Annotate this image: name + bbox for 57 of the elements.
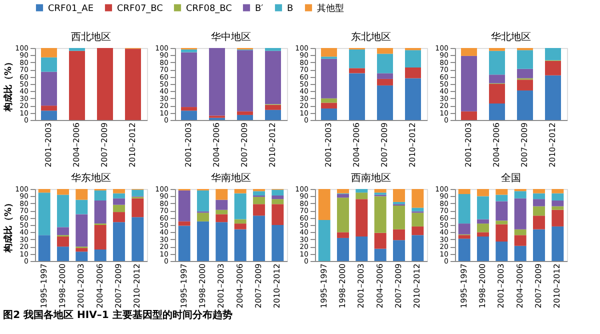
legend-label: 其他型 bbox=[317, 2, 344, 14]
x-tick-label: 2004–2006 bbox=[235, 264, 244, 308]
chart-title: 华中地区 bbox=[211, 31, 251, 43]
x-tick-label: 2007–2009 bbox=[114, 264, 123, 308]
x-tick-label: 2010–2012 bbox=[272, 264, 282, 308]
x-tick-label: 2007–2009 bbox=[240, 122, 249, 168]
chart-title: 华东地区 bbox=[71, 172, 111, 184]
chart-title: 全国 bbox=[501, 172, 521, 184]
caption: 图2 我国各地区 HIV–1 主要基因型的时间分布趋势 bbox=[3, 309, 232, 322]
x-tick-label: 2004–2006 bbox=[212, 122, 221, 168]
x-tick-label: 2001–2003 bbox=[464, 122, 473, 168]
x-tick-label: 2004–2006 bbox=[352, 122, 361, 168]
x-tick-label: 2001–2003 bbox=[216, 264, 226, 308]
x-tick-label: 1998–2000 bbox=[198, 264, 207, 308]
chart-title: 东北地区 bbox=[351, 31, 391, 43]
legend-label: B bbox=[287, 4, 294, 14]
x-tick-label: 2010–2012 bbox=[412, 264, 422, 308]
x-tick-label: 2007–2009 bbox=[520, 122, 529, 168]
x-tick-label: 1998–2000 bbox=[338, 264, 347, 308]
x-tick-label: 1995–1997 bbox=[39, 264, 48, 308]
x-tick-label: 1995–1997 bbox=[319, 264, 328, 308]
x-tick-label: 2007–2009 bbox=[254, 264, 263, 308]
x-tick-label: 1995–1997 bbox=[179, 264, 188, 308]
x-tick-label: 2001–2003 bbox=[76, 264, 86, 308]
chart-title: 西南地区 bbox=[351, 172, 391, 184]
x-tick-label: 2001–2003 bbox=[184, 122, 193, 168]
x-tick-label: 2010–2012 bbox=[268, 122, 277, 168]
legend-label: CRF07_BC bbox=[117, 4, 163, 14]
y-axis-title: 构成比（%） bbox=[3, 198, 14, 254]
x-tick-label: 2010–2012 bbox=[552, 264, 562, 308]
x-tick-label: 2007–2009 bbox=[380, 122, 389, 168]
legend-label: B′ bbox=[255, 4, 264, 14]
x-tick-label: 2001–2003 bbox=[44, 122, 53, 168]
y-axis-title: 构成比（%） bbox=[3, 57, 14, 113]
chart-title: 华北地区 bbox=[491, 31, 531, 43]
x-tick-label: 2007–2009 bbox=[100, 122, 109, 168]
x-tick-label: 2001–2003 bbox=[356, 264, 366, 308]
x-tick-label: 2010–2012 bbox=[132, 264, 142, 308]
x-tick-label: 1998–2000 bbox=[58, 264, 67, 308]
x-tick-label: 2001–2003 bbox=[324, 122, 333, 168]
legend-label: CRF08_BC bbox=[186, 4, 232, 14]
x-tick-label: 2004–2006 bbox=[95, 264, 104, 308]
x-tick-label: 2007–2009 bbox=[394, 264, 403, 308]
x-tick-label: 2004–2006 bbox=[72, 122, 81, 168]
chart-title: 华南地区 bbox=[211, 172, 251, 184]
x-tick-label: 2010–2012 bbox=[548, 122, 557, 168]
x-tick-label: 2001–2003 bbox=[496, 264, 506, 308]
x-tick-label: 2004–2006 bbox=[375, 264, 384, 308]
x-tick-label: 2004–2006 bbox=[492, 122, 501, 168]
x-tick-label: 2010–2012 bbox=[408, 122, 417, 168]
x-tick-label: 2010–2012 bbox=[128, 122, 137, 168]
x-tick-label: 1995–1997 bbox=[459, 264, 468, 308]
legend-label: CRF01_AE bbox=[48, 4, 94, 14]
x-tick-label: 1998–2000 bbox=[478, 264, 487, 308]
x-tick-label: 2007–2009 bbox=[534, 264, 543, 308]
x-tick-label: 2004–2006 bbox=[515, 264, 524, 308]
chart-title: 西北地区 bbox=[71, 31, 111, 43]
